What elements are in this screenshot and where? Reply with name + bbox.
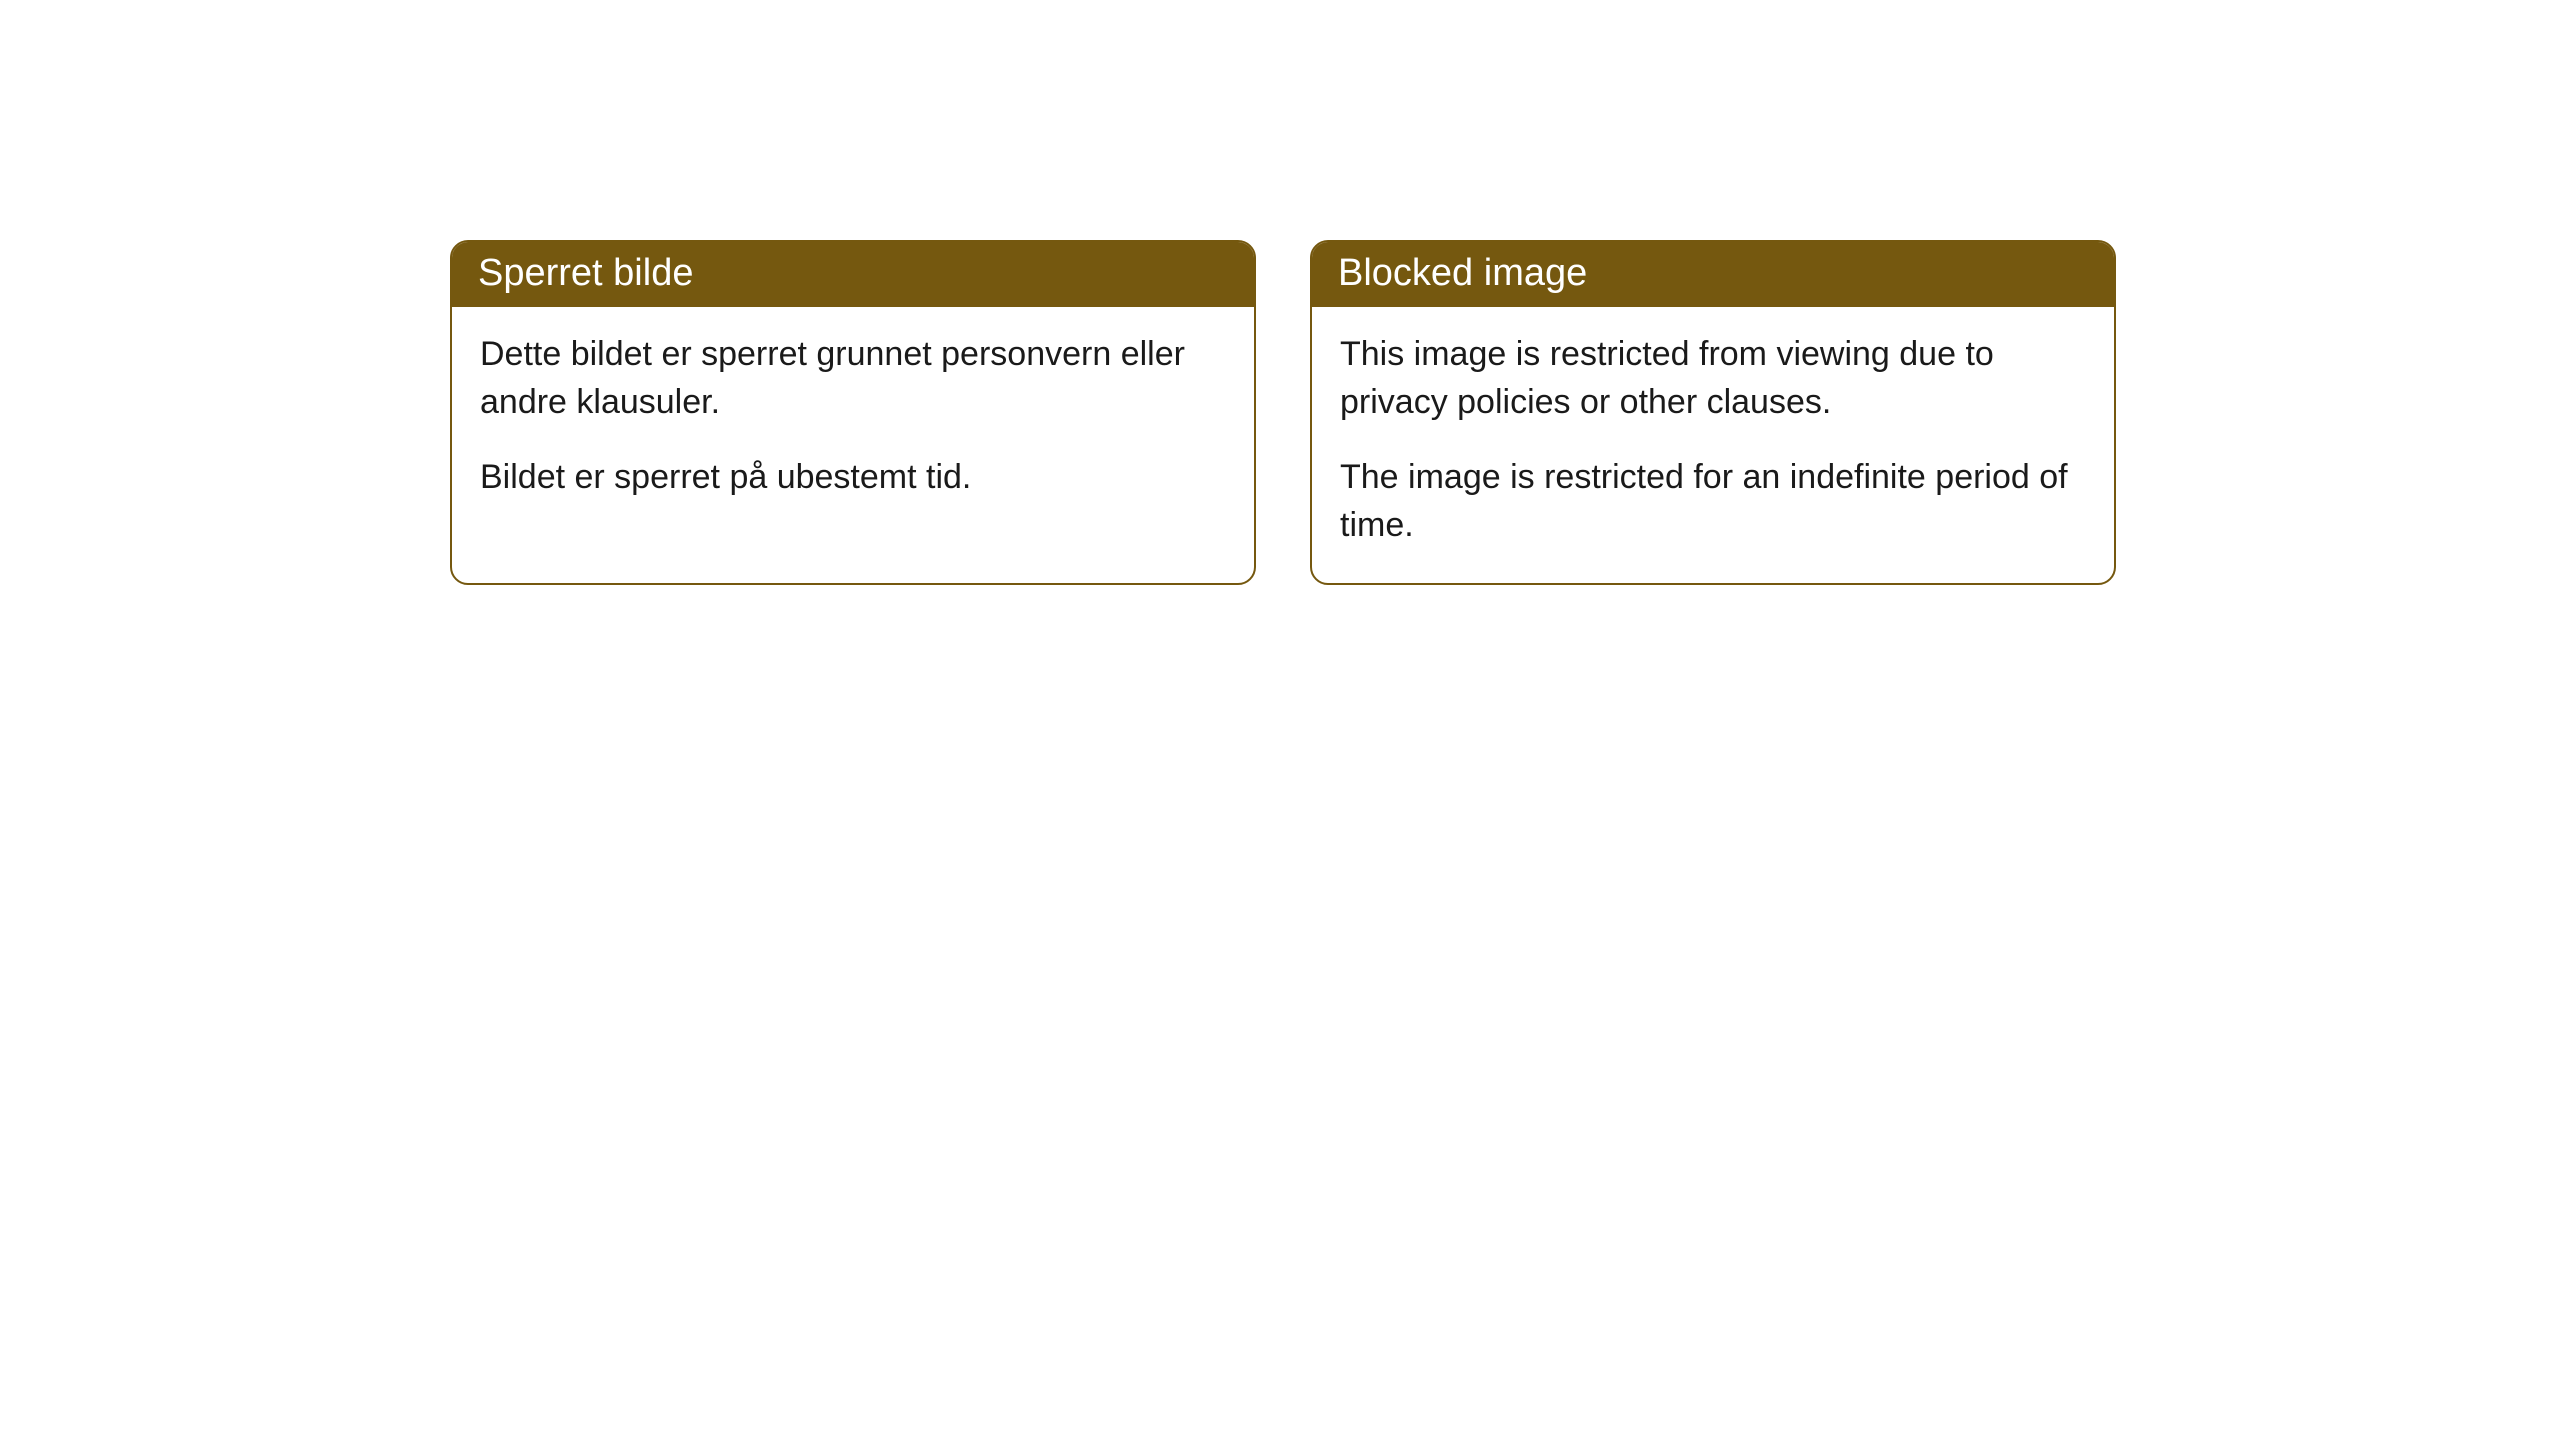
notice-paragraph-2: The image is restricted for an indefinit… — [1340, 454, 2086, 549]
notice-body: This image is restricted from viewing du… — [1312, 307, 2114, 583]
notice-card-english: Blocked image This image is restricted f… — [1310, 240, 2116, 585]
notice-paragraph-1: Dette bildet er sperret grunnet personve… — [480, 331, 1226, 426]
notice-header: Blocked image — [1312, 242, 2114, 307]
notice-paragraph-1: This image is restricted from viewing du… — [1340, 331, 2086, 426]
notice-container: Sperret bilde Dette bildet er sperret gr… — [0, 0, 2560, 585]
notice-header: Sperret bilde — [452, 242, 1254, 307]
notice-card-norwegian: Sperret bilde Dette bildet er sperret gr… — [450, 240, 1256, 585]
notice-paragraph-2: Bildet er sperret på ubestemt tid. — [480, 454, 1226, 502]
notice-body: Dette bildet er sperret grunnet personve… — [452, 307, 1254, 536]
